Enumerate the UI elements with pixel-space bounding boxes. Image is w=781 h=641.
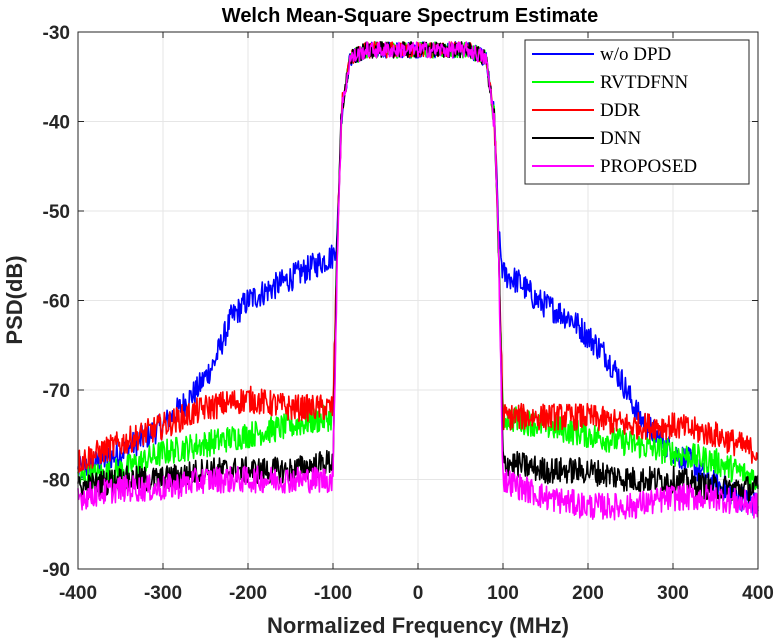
- y-tick-labels: -90 -80 -70 -60 -50 -40 -30: [43, 23, 70, 581]
- y-axis-label: PSD(dB): [2, 255, 27, 344]
- y-tick-label: -50: [43, 202, 70, 223]
- x-tick-label: -200: [229, 583, 267, 604]
- x-tick-label: 100: [487, 583, 519, 604]
- x-tick-label: -400: [59, 583, 97, 604]
- legend-label: w/o DPD: [600, 44, 671, 65]
- y-tick-label: -30: [43, 23, 70, 44]
- x-tick-label: -300: [144, 583, 182, 604]
- x-tick-label: -100: [314, 583, 352, 604]
- x-tick-label: 0: [413, 583, 424, 604]
- legend-label: RVTDFNN: [600, 72, 688, 93]
- legend: w/o DPD RVTDFNN DDR DNN PROPOSED: [524, 39, 750, 185]
- y-tick-label: -70: [43, 381, 70, 402]
- legend-label: DDR: [600, 100, 640, 121]
- plot-area-border: [77, 31, 759, 570]
- y-tick-label: -90: [43, 560, 70, 581]
- legend-label: PROPOSED: [600, 156, 697, 177]
- x-tick-label: 200: [572, 583, 604, 604]
- chart-title: Welch Mean-Square Spectrum Estimate: [222, 5, 598, 27]
- x-tick-label: 300: [657, 583, 689, 604]
- x-tick-label: 400: [742, 583, 774, 604]
- x-tick-labels: -400 -300 -200 -100 0 100 200 300 400: [59, 583, 774, 604]
- y-tick-label: -80: [43, 471, 70, 492]
- y-tick-label: -40: [43, 113, 70, 134]
- series-line: [77, 41, 759, 474]
- legend-label: DNN: [600, 128, 641, 149]
- legend-box: [524, 39, 750, 185]
- series-lines: [77, 41, 759, 521]
- series-line: [77, 41, 759, 521]
- x-axis-label: Normalized Frequency (MHz): [267, 613, 569, 638]
- y-tick-label: -60: [43, 292, 70, 313]
